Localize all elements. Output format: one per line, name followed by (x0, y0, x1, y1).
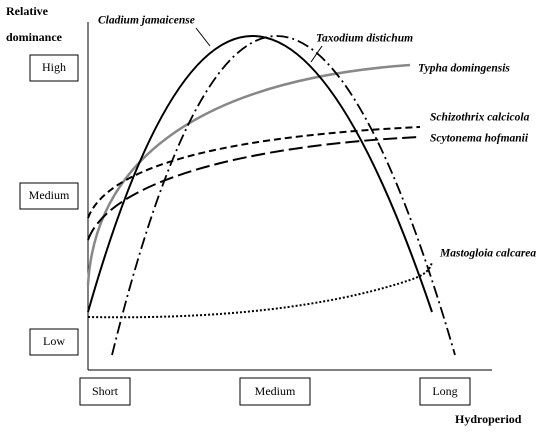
species-label: Cladium jamaicense (98, 15, 195, 27)
level-box (29, 328, 79, 356)
y-level: Low (43, 334, 65, 348)
x-level: Medium (255, 384, 296, 398)
species-label: Schizothrix calcicola (430, 112, 530, 124)
scytonema-curve (87, 136, 421, 241)
label-arrow (310, 45, 323, 63)
level-box (419, 377, 471, 406)
x-level: Long (432, 384, 457, 398)
schizothrix-curve (87, 126, 421, 219)
x-level: Short (92, 384, 119, 398)
y-title: Relative (6, 4, 49, 18)
label-arrow (195, 27, 211, 47)
species-label: Scytonema hofmanii (430, 133, 529, 145)
y-level: High (42, 60, 66, 74)
mastogloia-curve (87, 261, 433, 319)
taxodium-curve (111, 35, 456, 356)
y-level: Medium (29, 188, 70, 202)
x-title: Hydroperiod (455, 412, 522, 426)
level-box (79, 377, 131, 406)
species-label: Typha domingensis (418, 63, 510, 75)
cladium-curve (87, 35, 433, 313)
y-title: dominance (6, 30, 63, 44)
typha-curve (86, 63, 411, 286)
species-label: Mastogloia calcarea (439, 248, 536, 260)
species-label: Taxodium distichum (316, 33, 413, 45)
level-box (29, 54, 79, 82)
level-box (239, 377, 311, 406)
level-box (19, 182, 79, 210)
